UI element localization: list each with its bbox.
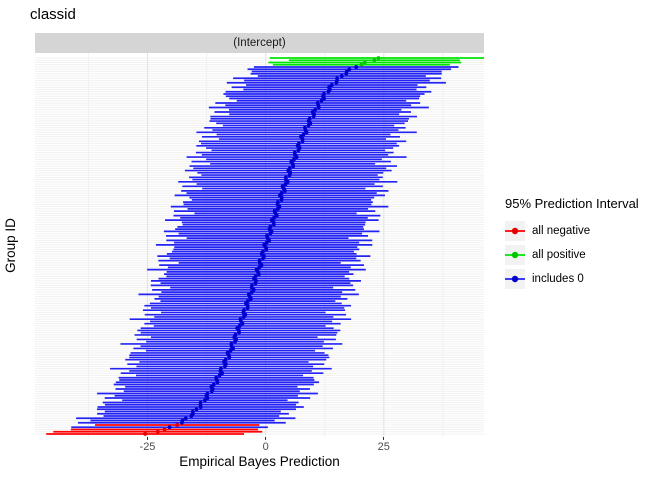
- errorbar-point-glyph-green: [505, 245, 525, 265]
- x-tick-label: -25: [139, 441, 156, 453]
- legend: 95% Prediction Interval all negative all…: [505, 196, 639, 293]
- caterpillar-chart: [35, 53, 484, 437]
- y-axis-title: Group ID: [2, 217, 18, 273]
- legend-title: 95% Prediction Interval: [505, 196, 639, 211]
- legend-item-all-positive: all positive: [505, 245, 639, 265]
- plot-title: classid: [30, 6, 76, 23]
- facet-strip-label: (Intercept): [233, 37, 286, 49]
- legend-label: all negative: [532, 225, 591, 237]
- x-tick-label: 0: [262, 441, 269, 453]
- facet-strip: (Intercept): [35, 33, 484, 53]
- x-axis-ticks: -25 0 25: [35, 437, 484, 455]
- plot-panel: [35, 53, 484, 437]
- x-axis-title: Empirical Bayes Prediction: [179, 454, 340, 469]
- x-tick-label: 25: [377, 441, 390, 453]
- legend-item-all-negative: all negative: [505, 221, 639, 241]
- x-tick-mark: [146, 437, 148, 440]
- legend-label: includes 0: [532, 273, 584, 285]
- x-tick-mark: [383, 437, 385, 440]
- legend-label: all positive: [532, 249, 586, 261]
- legend-item-includes-0: includes 0: [505, 269, 639, 289]
- errorbar-point-glyph-blue: [505, 269, 525, 289]
- x-tick-mark: [265, 437, 267, 440]
- errorbar-point-glyph-red: [505, 221, 525, 241]
